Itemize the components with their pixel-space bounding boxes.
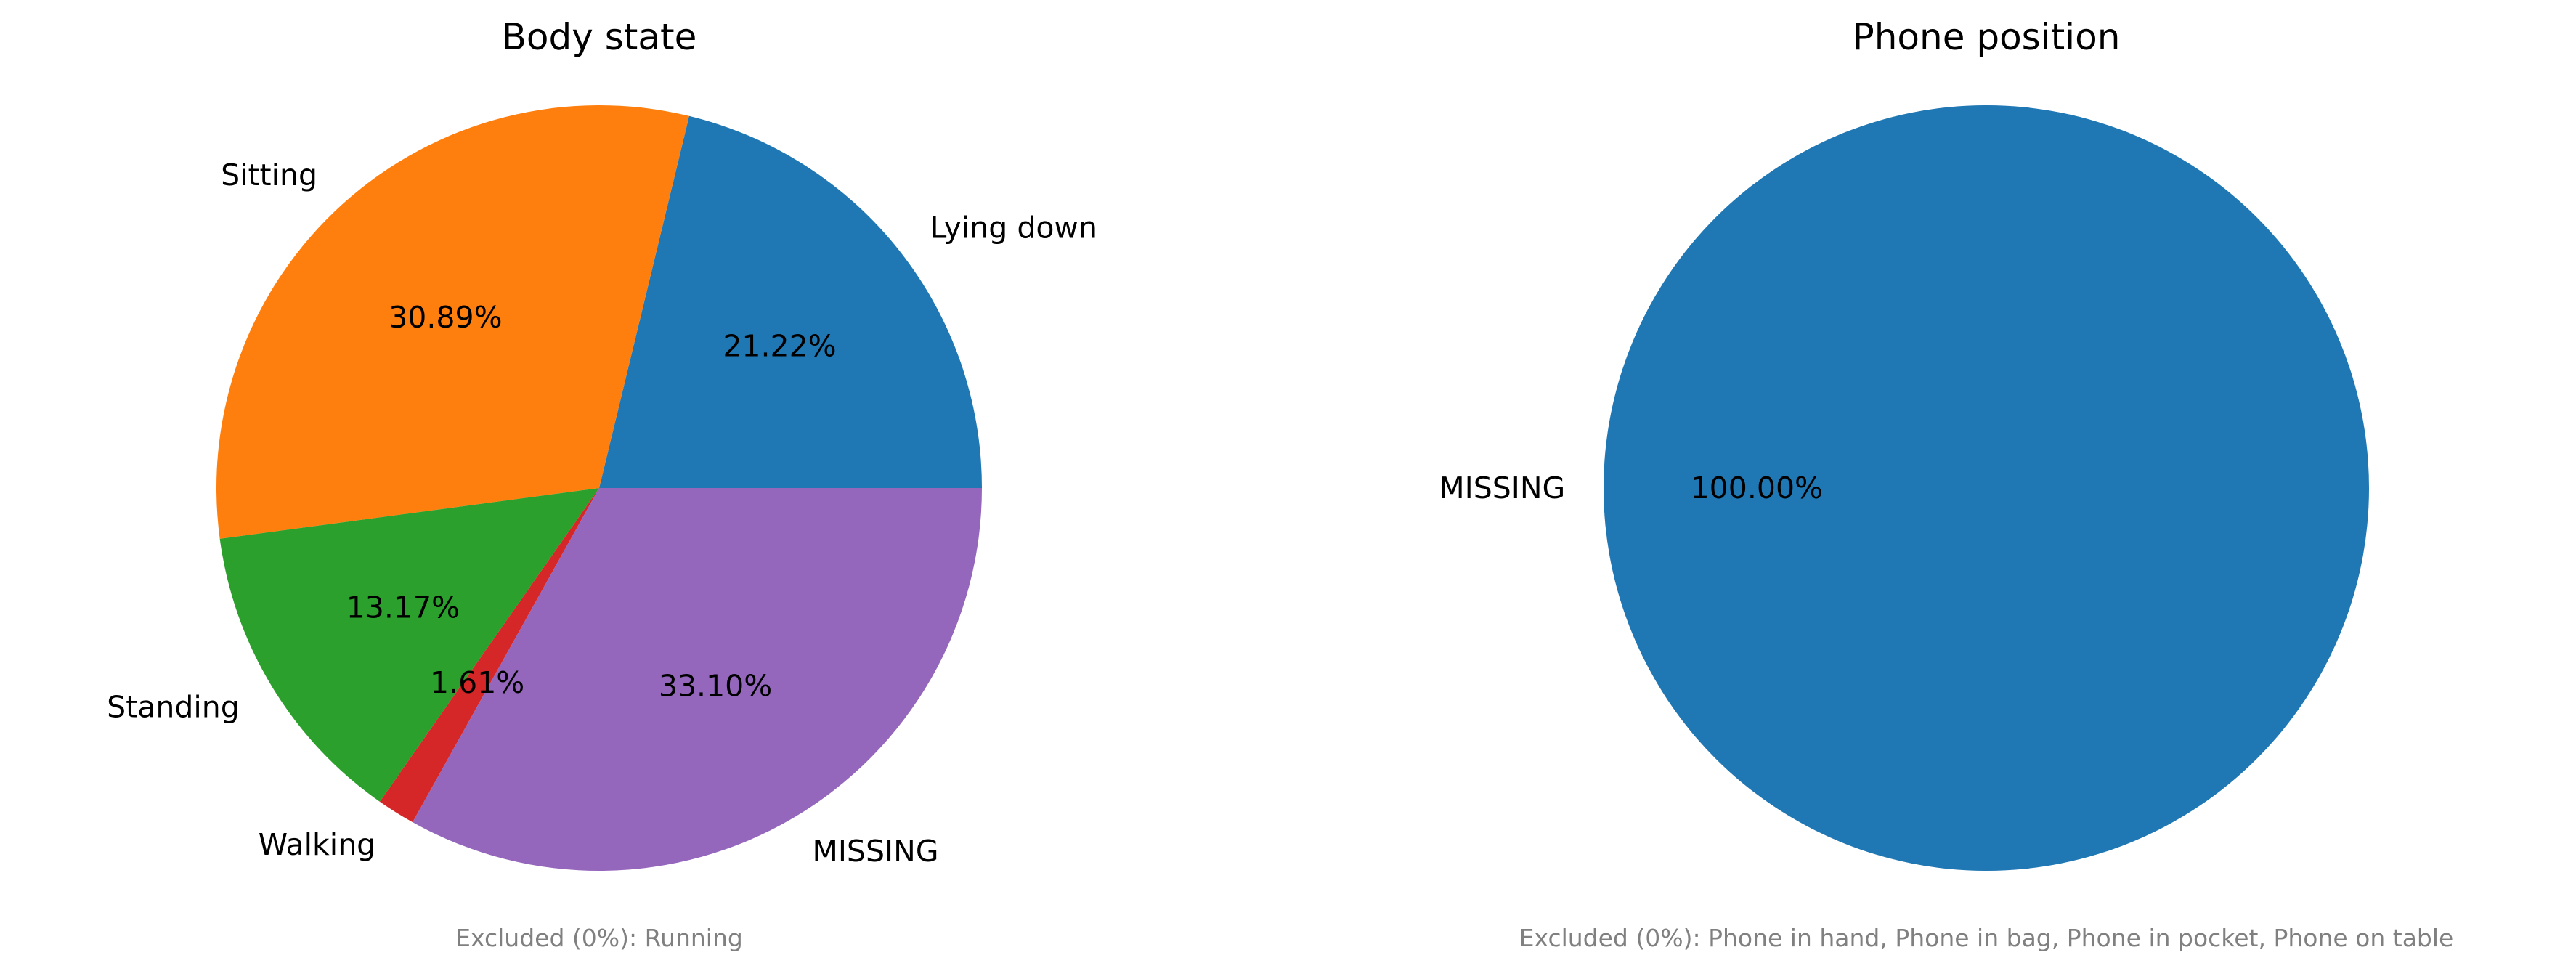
slice-label-missing: MISSING bbox=[1439, 471, 1565, 505]
pct-label-standing: 13.17% bbox=[346, 590, 460, 625]
pct-label-sitting: 30.89% bbox=[389, 300, 502, 335]
phone-position-chart: Phone position MISSING 100.00% Excluded (… bbox=[1439, 16, 2453, 952]
pie-labels: MISSING 100.00% bbox=[1439, 471, 1823, 505]
excluded-note: Excluded (0%): Running bbox=[455, 924, 743, 952]
body-state-chart: Body state Lying down 21.22% Sitting 30.89%… bbox=[107, 16, 1097, 952]
chart-title: Phone position bbox=[1853, 16, 2121, 58]
slice-label-standing: Standing bbox=[107, 689, 240, 724]
pct-label-missing: 33.10% bbox=[659, 669, 772, 704]
pie-slice-missing bbox=[413, 488, 982, 871]
pie-slice-missing bbox=[1604, 105, 2369, 871]
pie-slice-walking bbox=[379, 488, 599, 823]
slice-label-lying-down: Lying down bbox=[930, 211, 1097, 245]
pie-slice-lying-down bbox=[599, 115, 982, 488]
slice-label-walking: Walking bbox=[259, 827, 376, 862]
chart-title: Body state bbox=[502, 16, 697, 58]
pct-label-missing: 100.00% bbox=[1691, 471, 1823, 505]
excluded-note: Excluded (0%): Phone in hand, Phone in b… bbox=[1519, 924, 2454, 952]
slice-label-sitting: Sitting bbox=[221, 158, 317, 192]
pie-slices bbox=[1604, 105, 2369, 871]
slice-label-missing: MISSING bbox=[812, 834, 938, 869]
pie-slices bbox=[216, 105, 982, 871]
pie-slice-sitting bbox=[216, 105, 689, 539]
pie-labels: Lying down 21.22% Sitting 30.89% Standing 13.… bbox=[107, 158, 1097, 869]
pct-label-lying-down: 21.22% bbox=[723, 328, 836, 363]
pie-slice-standing bbox=[219, 488, 599, 802]
pct-label-walking: 1.61% bbox=[430, 665, 524, 700]
